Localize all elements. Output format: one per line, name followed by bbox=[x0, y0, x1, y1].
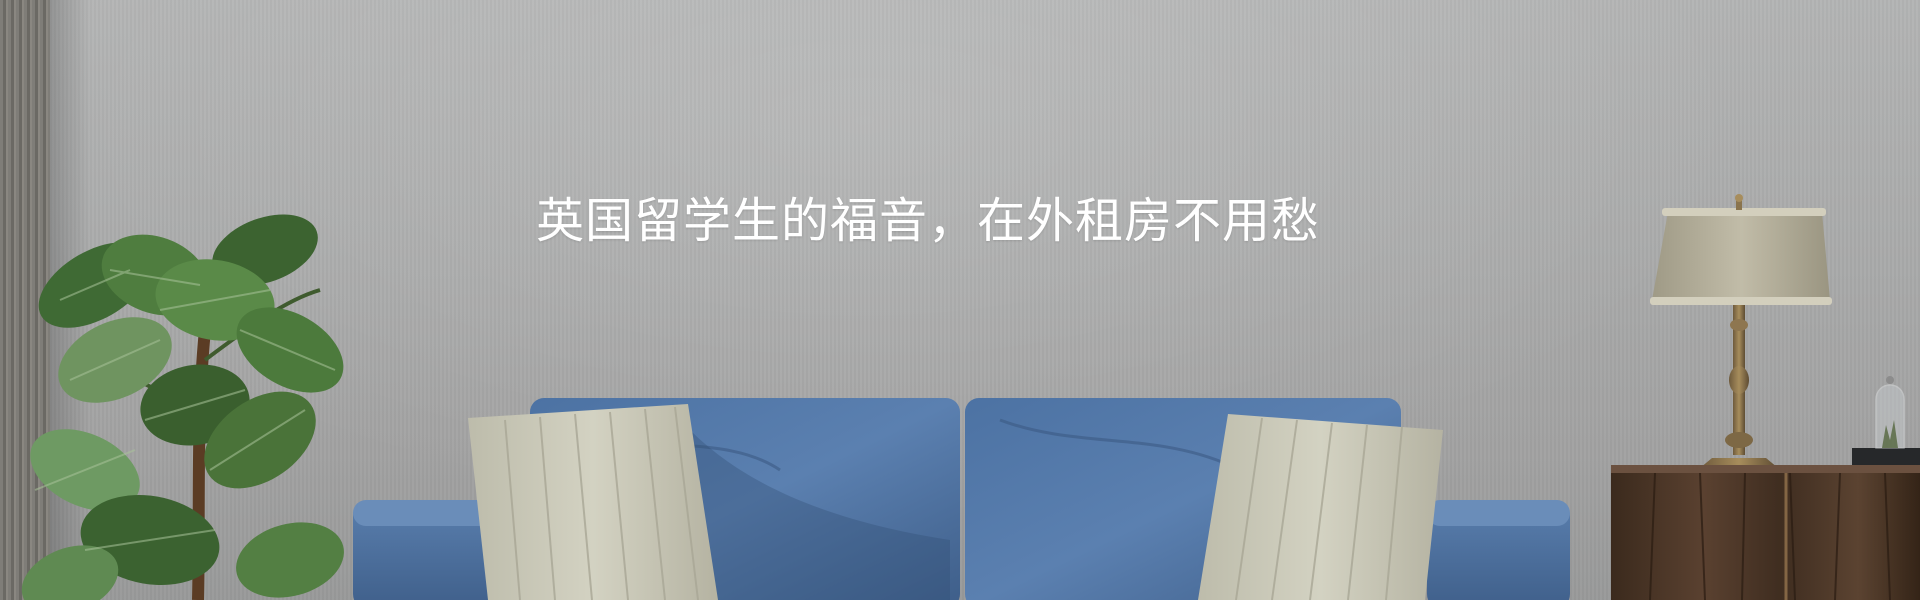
banner-headline: 英国留学生的福音，在外租房不用愁 bbox=[536, 193, 1321, 249]
wooden-side-cabinet bbox=[1611, 465, 1920, 600]
glass-cloche bbox=[1852, 376, 1920, 468]
monstera-plant bbox=[21, 214, 344, 600]
pillow-right bbox=[1198, 414, 1443, 600]
table-lamp bbox=[1650, 194, 1832, 468]
pillow-left bbox=[468, 404, 718, 600]
